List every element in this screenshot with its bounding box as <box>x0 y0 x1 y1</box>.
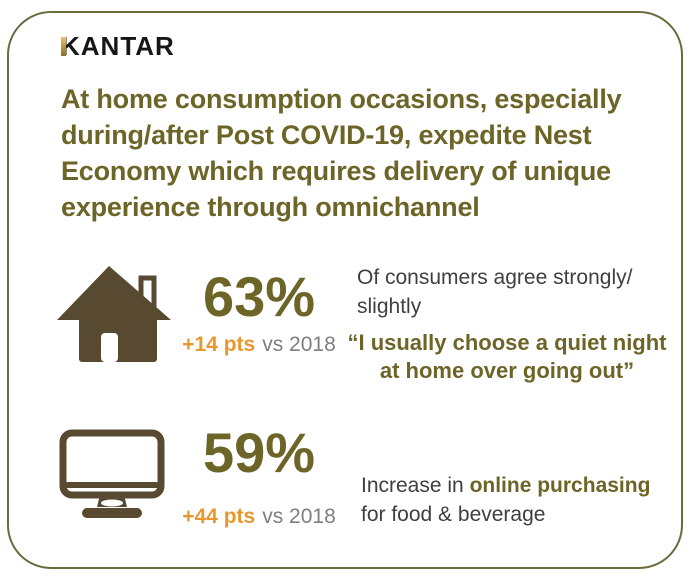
delta-baseline: vs 2018 <box>262 505 336 528</box>
monitor-icon <box>59 429 165 519</box>
delta-value: +14 pts <box>182 333 256 356</box>
stat-home-description: Of consumers agree strongly/ slightly <box>357 266 633 318</box>
stat-home-delta: +14 pts vs 2018 <box>157 333 361 357</box>
description-suffix: for food & beverage <box>361 503 546 526</box>
stat-home-quote: “I usually choose a quiet night at home … <box>347 330 667 383</box>
logo-gold-bar <box>61 37 66 56</box>
stat-home-value: 63% <box>202 265 316 328</box>
stat-online-delta: +44 pts vs 2018 <box>157 505 361 529</box>
delta-baseline: vs 2018 <box>262 333 336 356</box>
logo-text: KANTAR <box>61 31 175 61</box>
stat-online-value: 59% <box>202 421 316 484</box>
description-highlight: online purchasing <box>469 474 651 497</box>
delta-value: +44 pts <box>182 505 256 528</box>
kantar-logo: KANTAR <box>61 31 175 61</box>
description-prefix: Increase in <box>361 474 470 497</box>
headline: At home consumption occasions, especiall… <box>61 84 622 222</box>
stat-online-description: Increase in online purchasing for food &… <box>361 471 675 529</box>
house-icon <box>57 264 171 364</box>
slide-card: KANTAR At home consumption occasions, es… <box>7 11 683 569</box>
